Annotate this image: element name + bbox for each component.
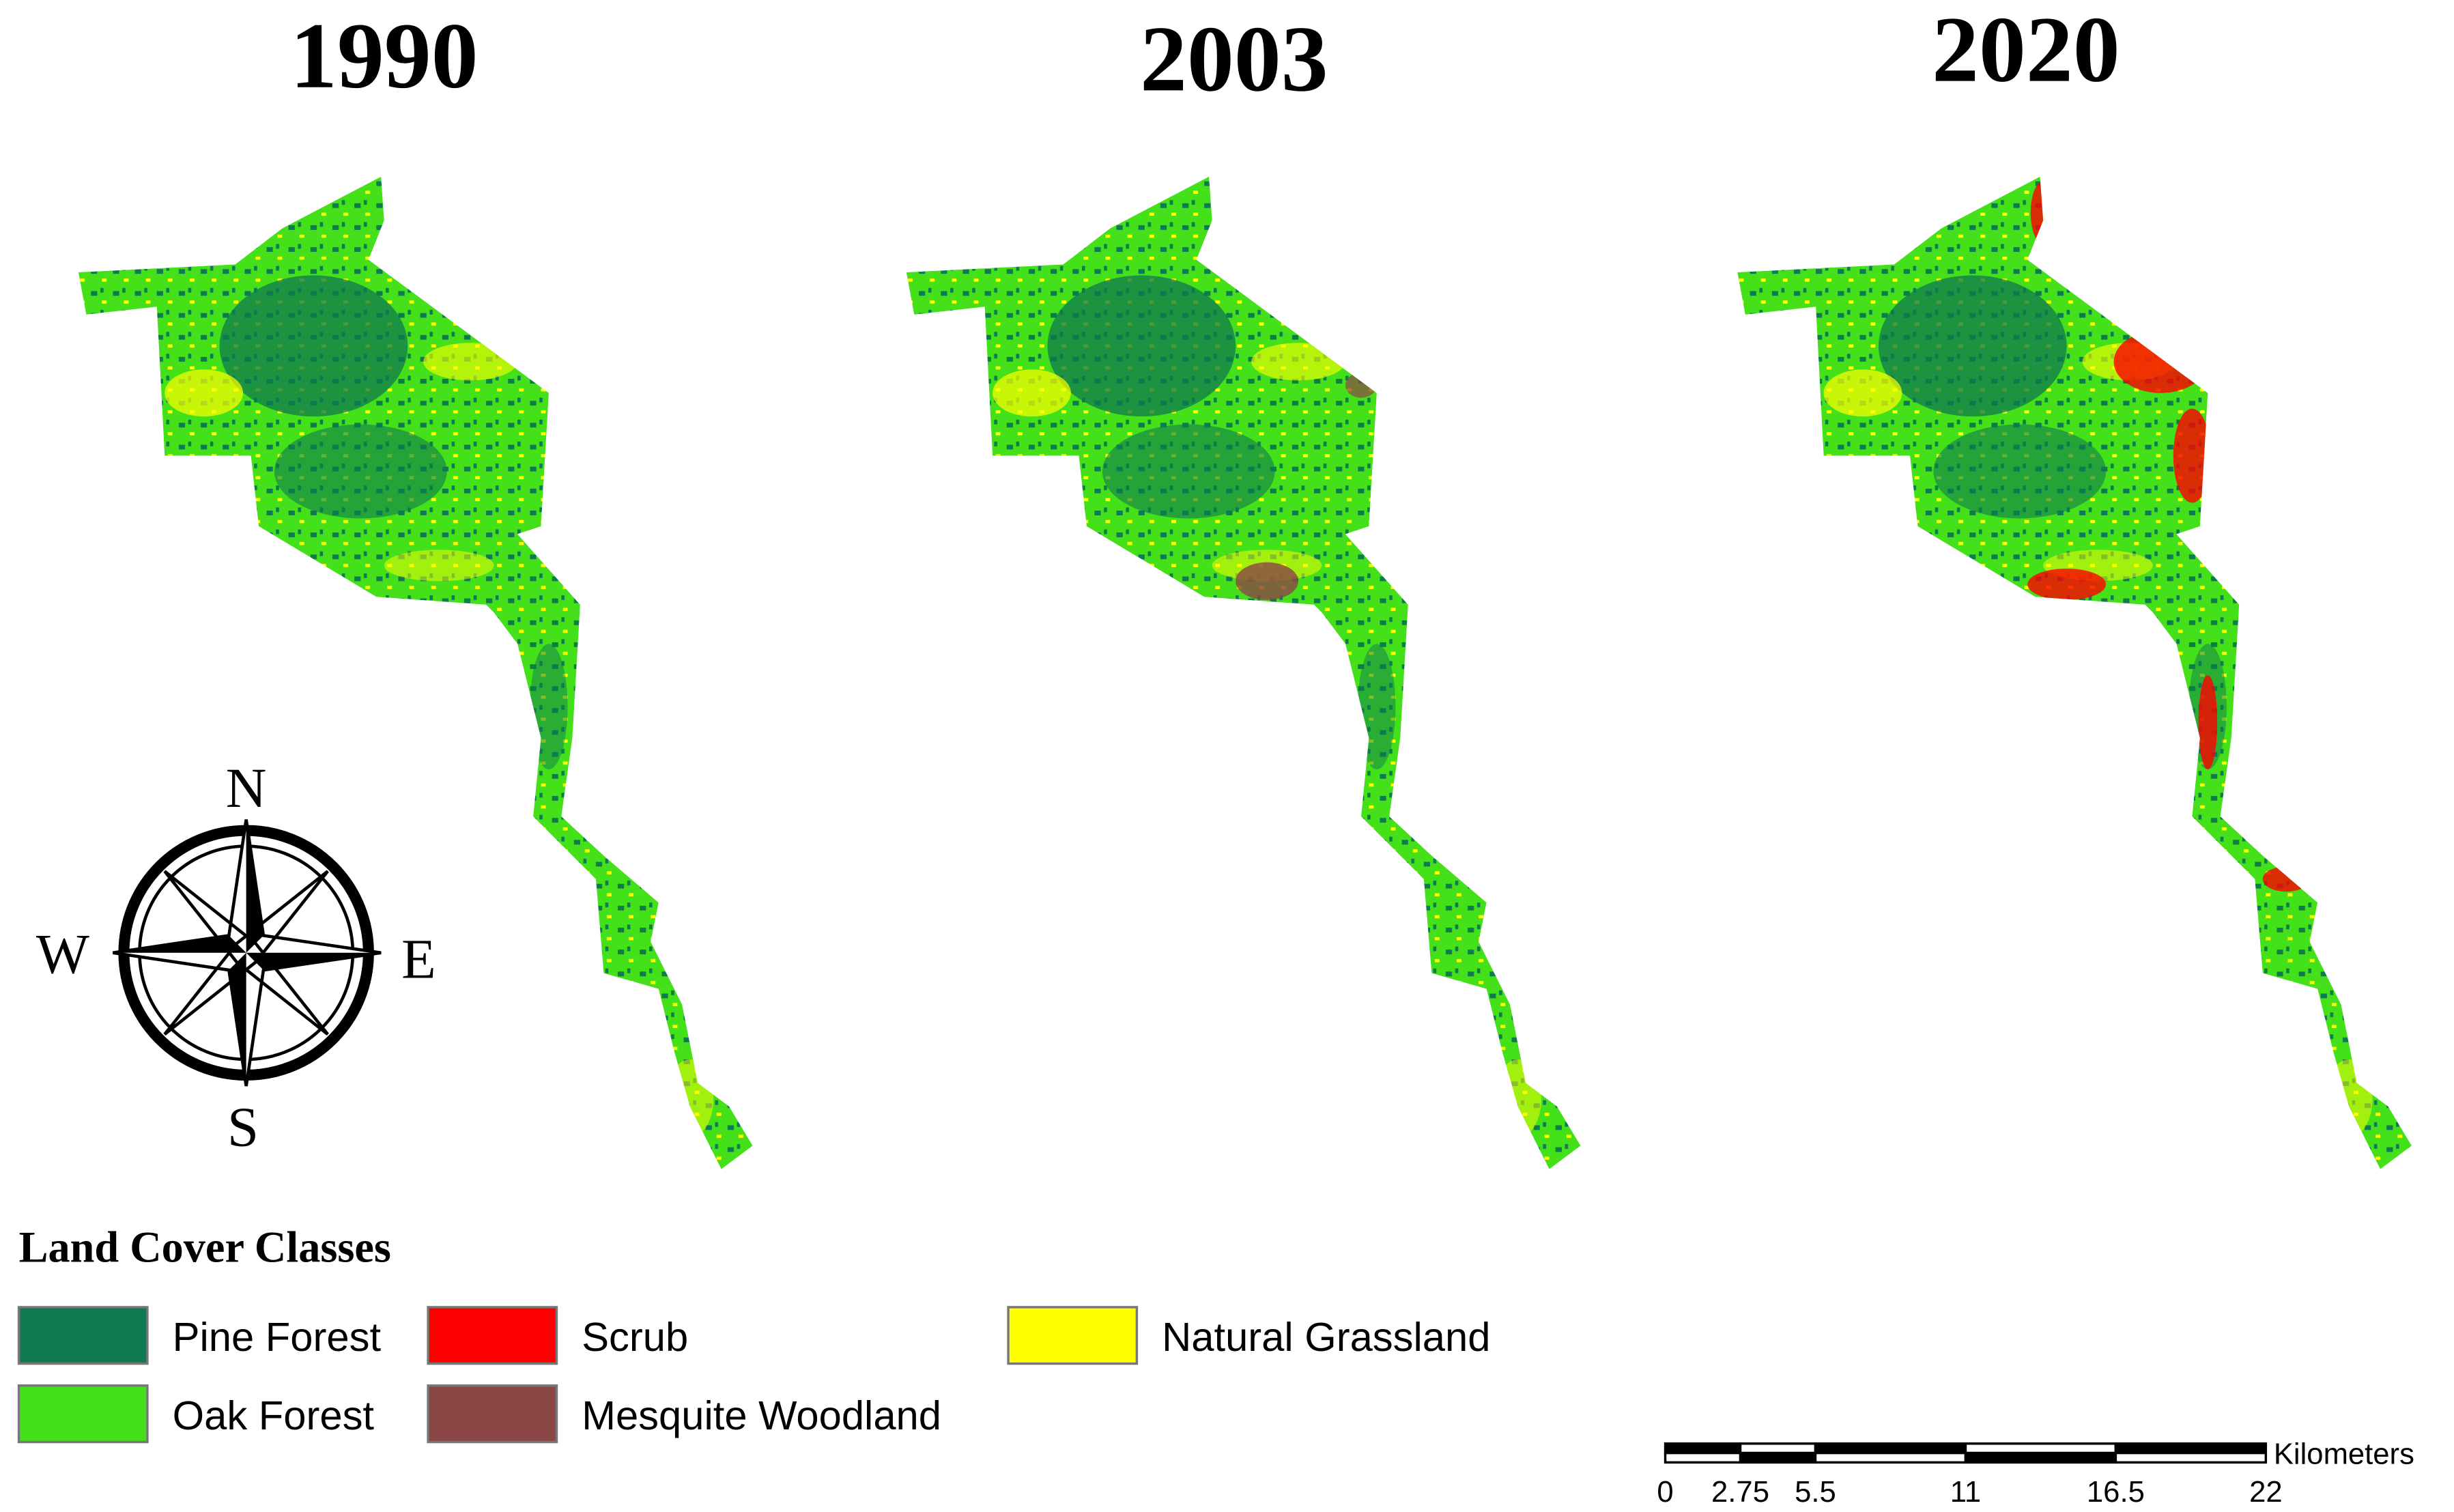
scale-tick-label: 22 (2249, 1475, 2283, 1509)
scale-bar: 0 2.75 5.5 11 16.5 22 Kilometers (1657, 1438, 2414, 1509)
scale-segment (1814, 1451, 1967, 1464)
legend-label: Scrub (582, 1314, 688, 1360)
compass-label: N (226, 756, 267, 819)
map-year: 1990 (290, 3, 479, 108)
legend-swatch (427, 1306, 558, 1365)
map-1990 (79, 177, 753, 1169)
legend-swatch (427, 1384, 558, 1444)
compass: N S W E (36, 756, 436, 1158)
map-year: 2003 (1140, 6, 1328, 111)
scale-segment (1664, 1451, 1742, 1464)
legend-swatch (17, 1306, 149, 1365)
scale-tick-label: 11 (1950, 1475, 1981, 1509)
compass-label: W (36, 923, 89, 986)
scale-segment (1739, 1451, 1817, 1464)
legend-swatch (17, 1384, 149, 1444)
scale-tick-label: 2.75 (1711, 1475, 1769, 1509)
map-2020 (1737, 177, 2412, 1169)
scale-tick-label: 0 (1657, 1475, 1673, 1509)
legend-label: Pine Forest (173, 1314, 382, 1360)
legend-label: Natural Grassland (1162, 1314, 1490, 1360)
legend-label: Mesquite Woodland (582, 1393, 941, 1438)
compass-label: E (401, 928, 436, 990)
scale-segment (1664, 1442, 1742, 1455)
scale-segment (1964, 1442, 2117, 1455)
map-year: 2020 (1932, 0, 2120, 102)
scale-tick-label: 5.5 (1795, 1475, 1836, 1509)
scale-segment (1964, 1451, 2117, 1464)
scale-segment (1739, 1442, 1817, 1455)
scale-tick-label: 16.5 (2087, 1475, 2145, 1509)
legend-swatch (1007, 1306, 1139, 1365)
scale-segment (2114, 1451, 2268, 1464)
scale-segment (1814, 1442, 1967, 1455)
legend: Pine Forest Oak Forest Scrub Mesquite Woodl… (17, 1306, 1490, 1444)
legend-label: Oak Forest (173, 1393, 375, 1438)
scale-unit: Kilometers (2274, 1438, 2414, 1471)
scale-segment (2114, 1442, 2268, 1455)
compass-label: S (227, 1095, 259, 1158)
legend-title: Land Cover Classes (19, 1223, 391, 1271)
map-2003 (907, 177, 1581, 1169)
